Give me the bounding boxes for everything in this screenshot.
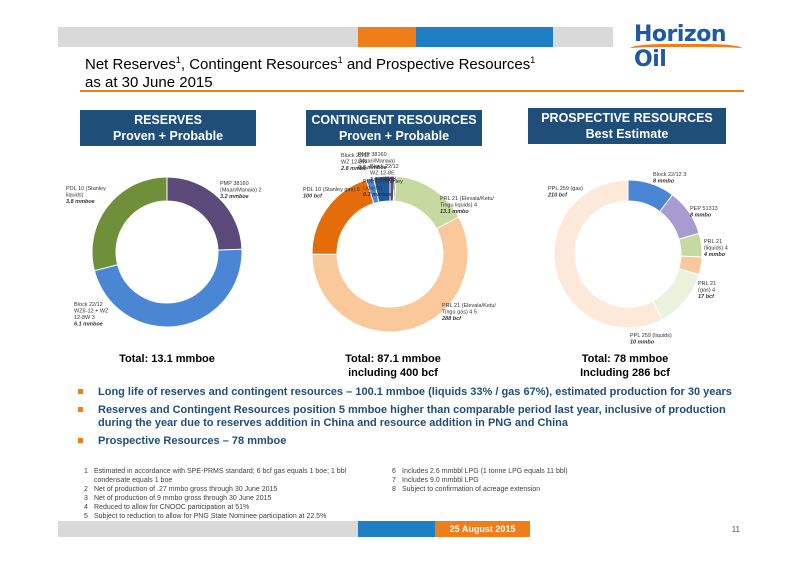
bullet-marker	[78, 438, 83, 443]
bottom-bar-grey	[58, 521, 358, 537]
footnote: 4 Reduced to allow for CNOOC participatio…	[84, 504, 250, 511]
donut-1-label-3: PRL 21 (Elevala/Ketu/Tingu gas) 4 5 288 b…	[441, 303, 496, 322]
donut-0-slice-2	[91, 176, 168, 272]
date-box: 25 August 2015	[435, 521, 530, 537]
prospective-header: PROSPECTIVE RESOURCES Best Estimate	[528, 108, 726, 144]
bullet-marker	[78, 407, 83, 412]
donut-0-label-1: Block 22/12 WZ6-12 + WZ 12-8W 3 6.1 mmboe	[74, 302, 109, 328]
bullet-marker	[78, 389, 83, 394]
footnote: condensate equals 1 boe	[94, 477, 173, 484]
bottom-color-bar: 25 August 2015	[58, 521, 743, 537]
bullet-item: Reserves and Contingent Resources positi…	[78, 404, 744, 430]
title-line-2: as at 30 June 2015	[85, 74, 213, 91]
top-bar-grey	[58, 27, 358, 47]
footnote: 1 Estimated in accordance with SPE-PRMS s…	[84, 468, 347, 475]
top-bar-orange	[358, 27, 416, 47]
footnote: 7 Includes 9.0 mmbbl LPG	[392, 477, 479, 484]
footnote: 6 Includes 2.6 mmbbl LPG (1 tonne LPG equ…	[392, 468, 568, 475]
donut-2-label-5: PPL 259 (gas) 210 bcf	[547, 186, 583, 199]
footnote: 5 Subject to reduction to allow for PNG S…	[84, 513, 327, 520]
donut-1-label-5: Block 22/12 WZ 12-8E 1.3 mmbo	[370, 164, 399, 183]
logo-swoosh	[630, 44, 742, 53]
donut-1-slice-3	[311, 216, 469, 333]
contingent-header: CONTINGENT RESOURCES Proven + Probable	[306, 110, 482, 146]
donut-1-label-1: PDL 10 (Stanley Liquids) 0.3 mmboe	[363, 179, 403, 198]
bottom-bar-blue	[358, 521, 435, 537]
prospective-total: Total: 78 mmboe Including 286 bcf	[580, 353, 670, 379]
donut-0-label-2: PDL 10 (Stanley liquids) 3.8 mmboe	[66, 186, 106, 205]
footnote: 2 Net of production of .27 mmbo gross thr…	[84, 486, 278, 493]
page-number: 11	[731, 525, 740, 534]
donut-2-label-4: PPL 259 (liquids) 10 mmbo	[630, 333, 672, 346]
top-bar-grey-2	[553, 27, 613, 47]
top-color-bar	[58, 27, 613, 47]
donut-2-slice-5	[553, 179, 664, 329]
title-line-1: Net Reserves1, Contingent Resources1 and…	[85, 55, 536, 73]
bullet-item: Prospective Resources – 78 mmboe	[78, 435, 744, 448]
donut-1-label-6: Block 22/12 WZ 12-8W 2.8 mmbo	[340, 153, 370, 172]
donut-0-slice-1	[93, 248, 243, 328]
top-bar-blue	[416, 27, 553, 47]
contingent-total: Total: 87.1 mmboe including 400 bcf	[345, 353, 441, 379]
company-logo: Horizon Oil	[626, 22, 744, 72]
reserves-total: Total: 13.1 mmboe	[119, 353, 215, 365]
title-divider	[80, 90, 744, 92]
donut-2-label-1: PEP 51313 8 mmbo	[690, 206, 718, 219]
page-title: Net Reserves1, Contingent Resources1 and…	[85, 51, 535, 92]
donut-1-slice-6	[372, 175, 391, 203]
donut-1-label-2: PRL 21 (Elevala/Ketu/Tingu liquids) 4 13.…	[440, 196, 494, 215]
donut-2-label-3: PRL 21 (gas) 4 17 bcf	[698, 281, 716, 300]
footnotes-right: 6 Includes 2.6 mmbbl LPG (1 tonne LPG equ…	[392, 467, 692, 494]
reserves-header: RESERVES Proven + Probable	[80, 110, 256, 146]
bottom-bar-blank	[530, 521, 743, 537]
footnote: 8 Subject to confirmation of acreage exte…	[392, 486, 541, 493]
donut-0-label-0: PMP 38160 (Maari/Manaia) 2 3.2 mmboe	[220, 181, 262, 200]
donut-2-slice-4	[651, 268, 700, 321]
footnotes-left: 1 Estimated in accordance with SPE-PRMS s…	[84, 467, 384, 521]
donut-1-label-0: PMP 38160 (Maari/Manaia) 0.8 mmboe	[358, 152, 395, 171]
footnote: 3 Net of production of 9 mmbo gross throu…	[84, 495, 272, 502]
bullet-list: Long life of reserves and contingent res…	[78, 386, 744, 453]
bullet-item: Long life of reserves and contingent res…	[78, 386, 744, 399]
donut-1-label-4: PDL 10 (Stanley gas) 6 100 bcf	[303, 187, 360, 200]
